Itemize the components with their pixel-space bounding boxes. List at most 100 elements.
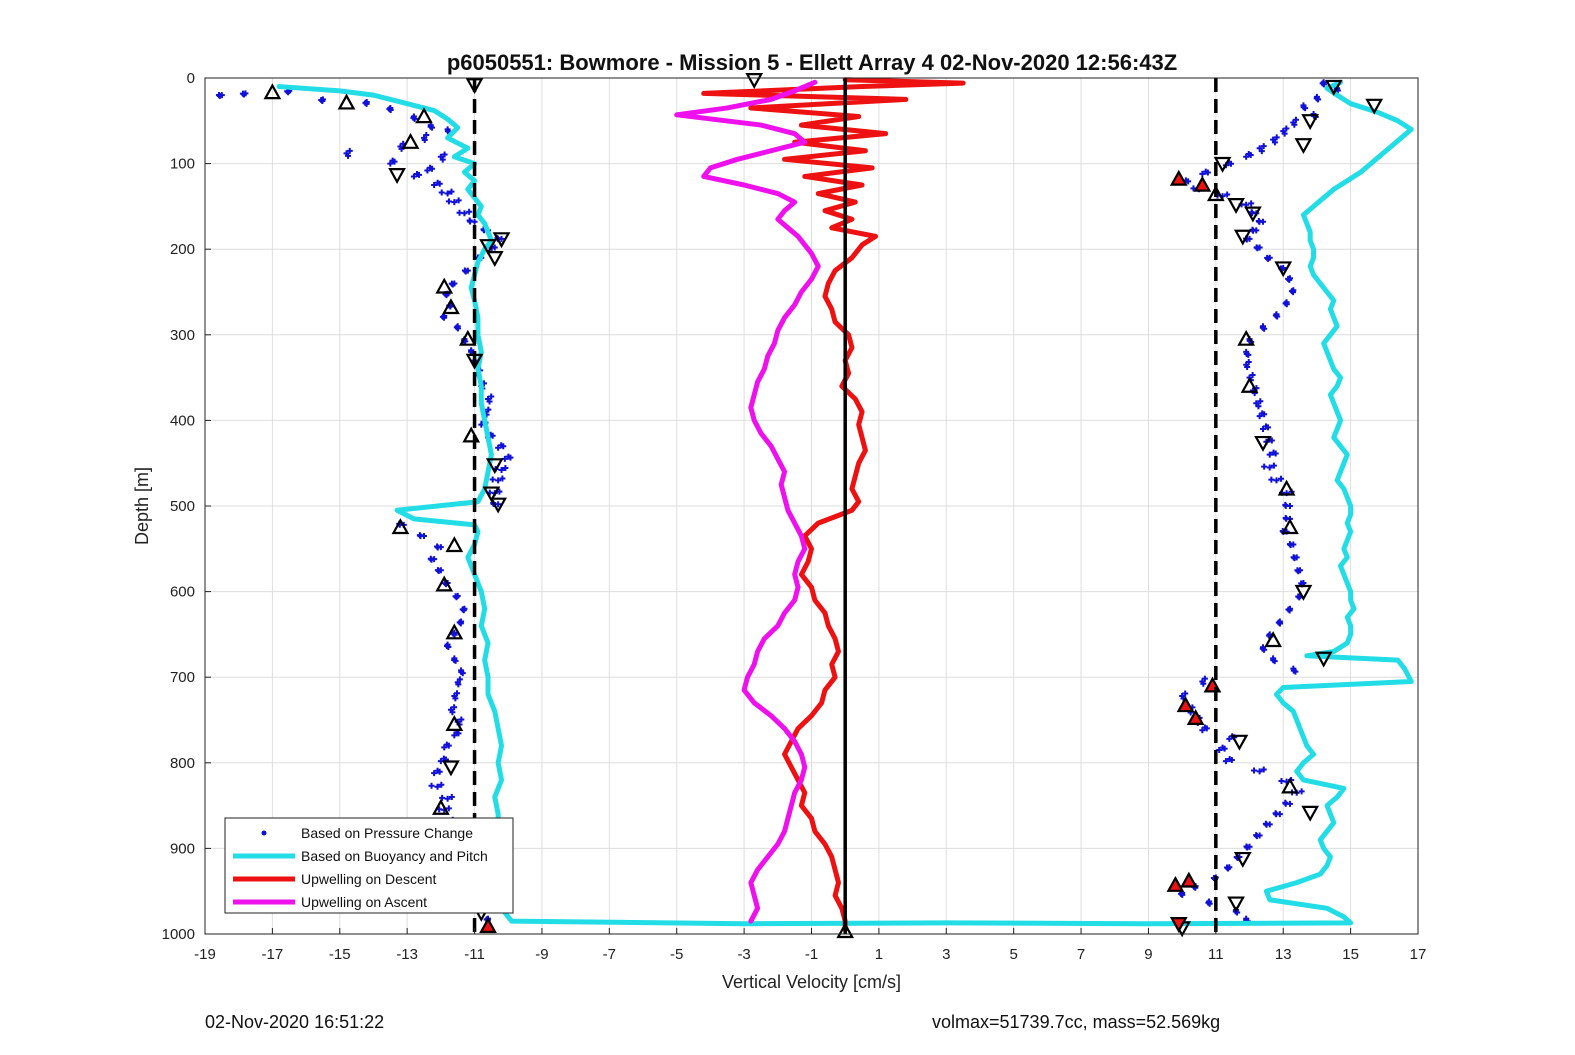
pressure-point [1271, 658, 1278, 665]
open-down-triangle-marker [482, 486, 501, 503]
filled-down-triangle-marker [1169, 917, 1188, 933]
pressure-point [1273, 477, 1280, 484]
open-up-triangle-marker [401, 132, 420, 149]
pressure-point [391, 158, 398, 165]
legend-box [224, 817, 514, 914]
pressure-point [1255, 403, 1262, 410]
pressure-point [459, 670, 466, 677]
pressure-point [489, 432, 496, 439]
pressure-point [1271, 139, 1278, 146]
pressure-point [423, 131, 430, 138]
open-down-triangle-marker [1294, 584, 1313, 601]
pressure-point [444, 795, 451, 802]
pressure-point [387, 107, 394, 114]
pressure-point [438, 781, 445, 788]
pressure-point [507, 454, 514, 461]
pressure-point [499, 475, 506, 482]
pressure-point [500, 443, 507, 450]
pressure-point [1263, 821, 1270, 828]
pressure-point [1245, 351, 1252, 358]
pressure-point [1244, 844, 1251, 851]
y-tick-label: 0 [187, 70, 195, 87]
pressure-point [1283, 301, 1290, 308]
pressure-point [439, 794, 446, 801]
pressure-point [429, 165, 436, 172]
pressure-point [1227, 160, 1234, 167]
y-tick-label: 500 [170, 498, 195, 515]
pressure-point [438, 189, 445, 196]
pressure-point [456, 676, 463, 683]
pressure-point [449, 281, 456, 288]
pressure-point [1295, 568, 1302, 575]
y-tick-label: 700 [170, 669, 195, 686]
pressure-point [411, 115, 418, 122]
pressure-point [1292, 668, 1299, 675]
pressure-point [1291, 121, 1298, 128]
pressure-point [1268, 437, 1275, 444]
pressure-point [434, 783, 441, 790]
filled-up-triangle-marker [1176, 696, 1195, 713]
x-tick-label: -3 [737, 946, 750, 963]
pressure-point [428, 556, 435, 563]
x-tick-label: -13 [396, 946, 418, 963]
pressure-point [1251, 767, 1258, 774]
open-up-triangle-marker [1277, 479, 1296, 496]
x-tick-label: 7 [1077, 946, 1085, 963]
open-up-triangle-marker [263, 83, 282, 100]
pressure-point [448, 793, 455, 800]
pressure-point [1290, 289, 1297, 296]
pressure-point [1270, 462, 1277, 469]
pressure-point [429, 124, 436, 131]
open-up-triangle-marker [442, 298, 460, 315]
pressure-point [496, 488, 503, 495]
x-axis-label: Vertical Velocity [cm/s] [722, 972, 901, 992]
legend-swatch-point [261, 830, 267, 836]
pressure-point [1261, 411, 1268, 418]
x-tick-label: -11 [464, 946, 485, 963]
pressure-point [1200, 680, 1207, 687]
pressure-point [1260, 766, 1267, 773]
legend: Based on Pressure Change Based on Buoyanc… [224, 817, 514, 914]
filled-up-triangle-marker [1166, 875, 1185, 892]
pressure-point [345, 152, 352, 159]
filled-up-triangle-marker [1193, 175, 1212, 192]
y-tick-label: 400 [170, 412, 195, 429]
pressure-point [1201, 675, 1208, 682]
pressure-point [451, 631, 458, 638]
pressure-point [1257, 398, 1264, 405]
pressure-point [485, 406, 492, 413]
open-down-triangle-marker [745, 73, 764, 89]
pressure-point [445, 805, 452, 812]
pressure-point [1266, 451, 1273, 458]
pressure-point [1292, 116, 1299, 123]
pressure-point [1287, 542, 1294, 549]
pressure-point [1298, 788, 1305, 795]
pressure-point [1272, 450, 1279, 457]
pressure-point [1224, 191, 1231, 198]
pressure-point [456, 209, 463, 216]
pressure-point [489, 476, 496, 483]
pressure-point [439, 156, 446, 163]
x-tick-label: 3 [942, 946, 950, 963]
pressure-point [441, 314, 448, 321]
pressure-point [445, 742, 452, 749]
pressure-point [452, 657, 459, 664]
pressure-point [445, 643, 452, 650]
pressure-point [431, 770, 438, 777]
pressure-point [431, 182, 438, 188]
pressure-point [444, 190, 451, 197]
pressure-point [1228, 756, 1235, 763]
pressure-point [416, 171, 423, 178]
open-down-triangle-marker [1294, 138, 1313, 155]
pressure-point [495, 477, 502, 484]
pressure-point [1265, 255, 1272, 262]
pressure-point [495, 444, 502, 451]
pressure-point [451, 704, 458, 711]
pressure-point [1261, 646, 1268, 653]
pressure-point [451, 199, 458, 206]
open-up-triangle-marker [445, 623, 464, 640]
pressure-point [434, 544, 441, 551]
x-tick-label: -17 [262, 946, 284, 963]
pressure-point [1182, 690, 1189, 697]
open-up-triangle-marker [415, 107, 433, 124]
